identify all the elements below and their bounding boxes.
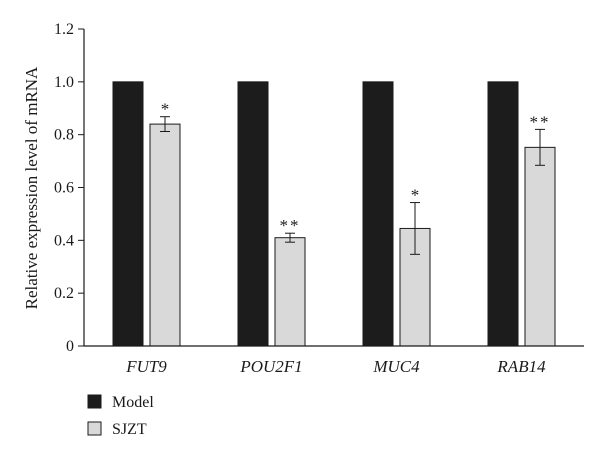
y-axis-label: Relative expression level of mRNA	[22, 66, 41, 309]
legend-swatch-model	[87, 394, 102, 409]
legend-label-sjzt: SJZT	[112, 421, 147, 438]
bar-model-muc4	[362, 81, 394, 347]
y-tick-label: 0.2	[54, 285, 74, 302]
bar-sjzt-rab14	[524, 146, 556, 347]
significance-marker: *	[161, 100, 170, 119]
y-tick-label: 1.2	[54, 21, 74, 38]
legend-label-model: Model	[112, 394, 154, 411]
x-category-label: FUT9	[125, 357, 167, 376]
bar-model-rab14	[487, 81, 519, 347]
significance-marker: **	[530, 112, 551, 131]
bar-sjzt-muc4	[399, 227, 431, 347]
y-tick-label: 0.4	[54, 232, 74, 249]
bar-sjzt-fut9	[149, 123, 181, 347]
x-category-label: MUC4	[372, 357, 420, 376]
legend-swatch-sjzt	[87, 421, 102, 436]
bar-sjzt-pou2f1	[274, 237, 306, 347]
y-tick-label: 0.8	[54, 127, 74, 144]
x-category-label: POU2F1	[239, 357, 302, 376]
bar-model-pou2f1	[237, 81, 269, 347]
significance-marker: **	[280, 216, 301, 235]
x-category-label: RAB14	[496, 357, 546, 376]
significance-marker: *	[411, 186, 420, 205]
y-tick-label: 0.6	[54, 180, 74, 197]
y-tick-label: 1.0	[54, 74, 74, 91]
bar-model-fut9	[112, 81, 144, 347]
y-tick-label: 0	[66, 338, 74, 355]
